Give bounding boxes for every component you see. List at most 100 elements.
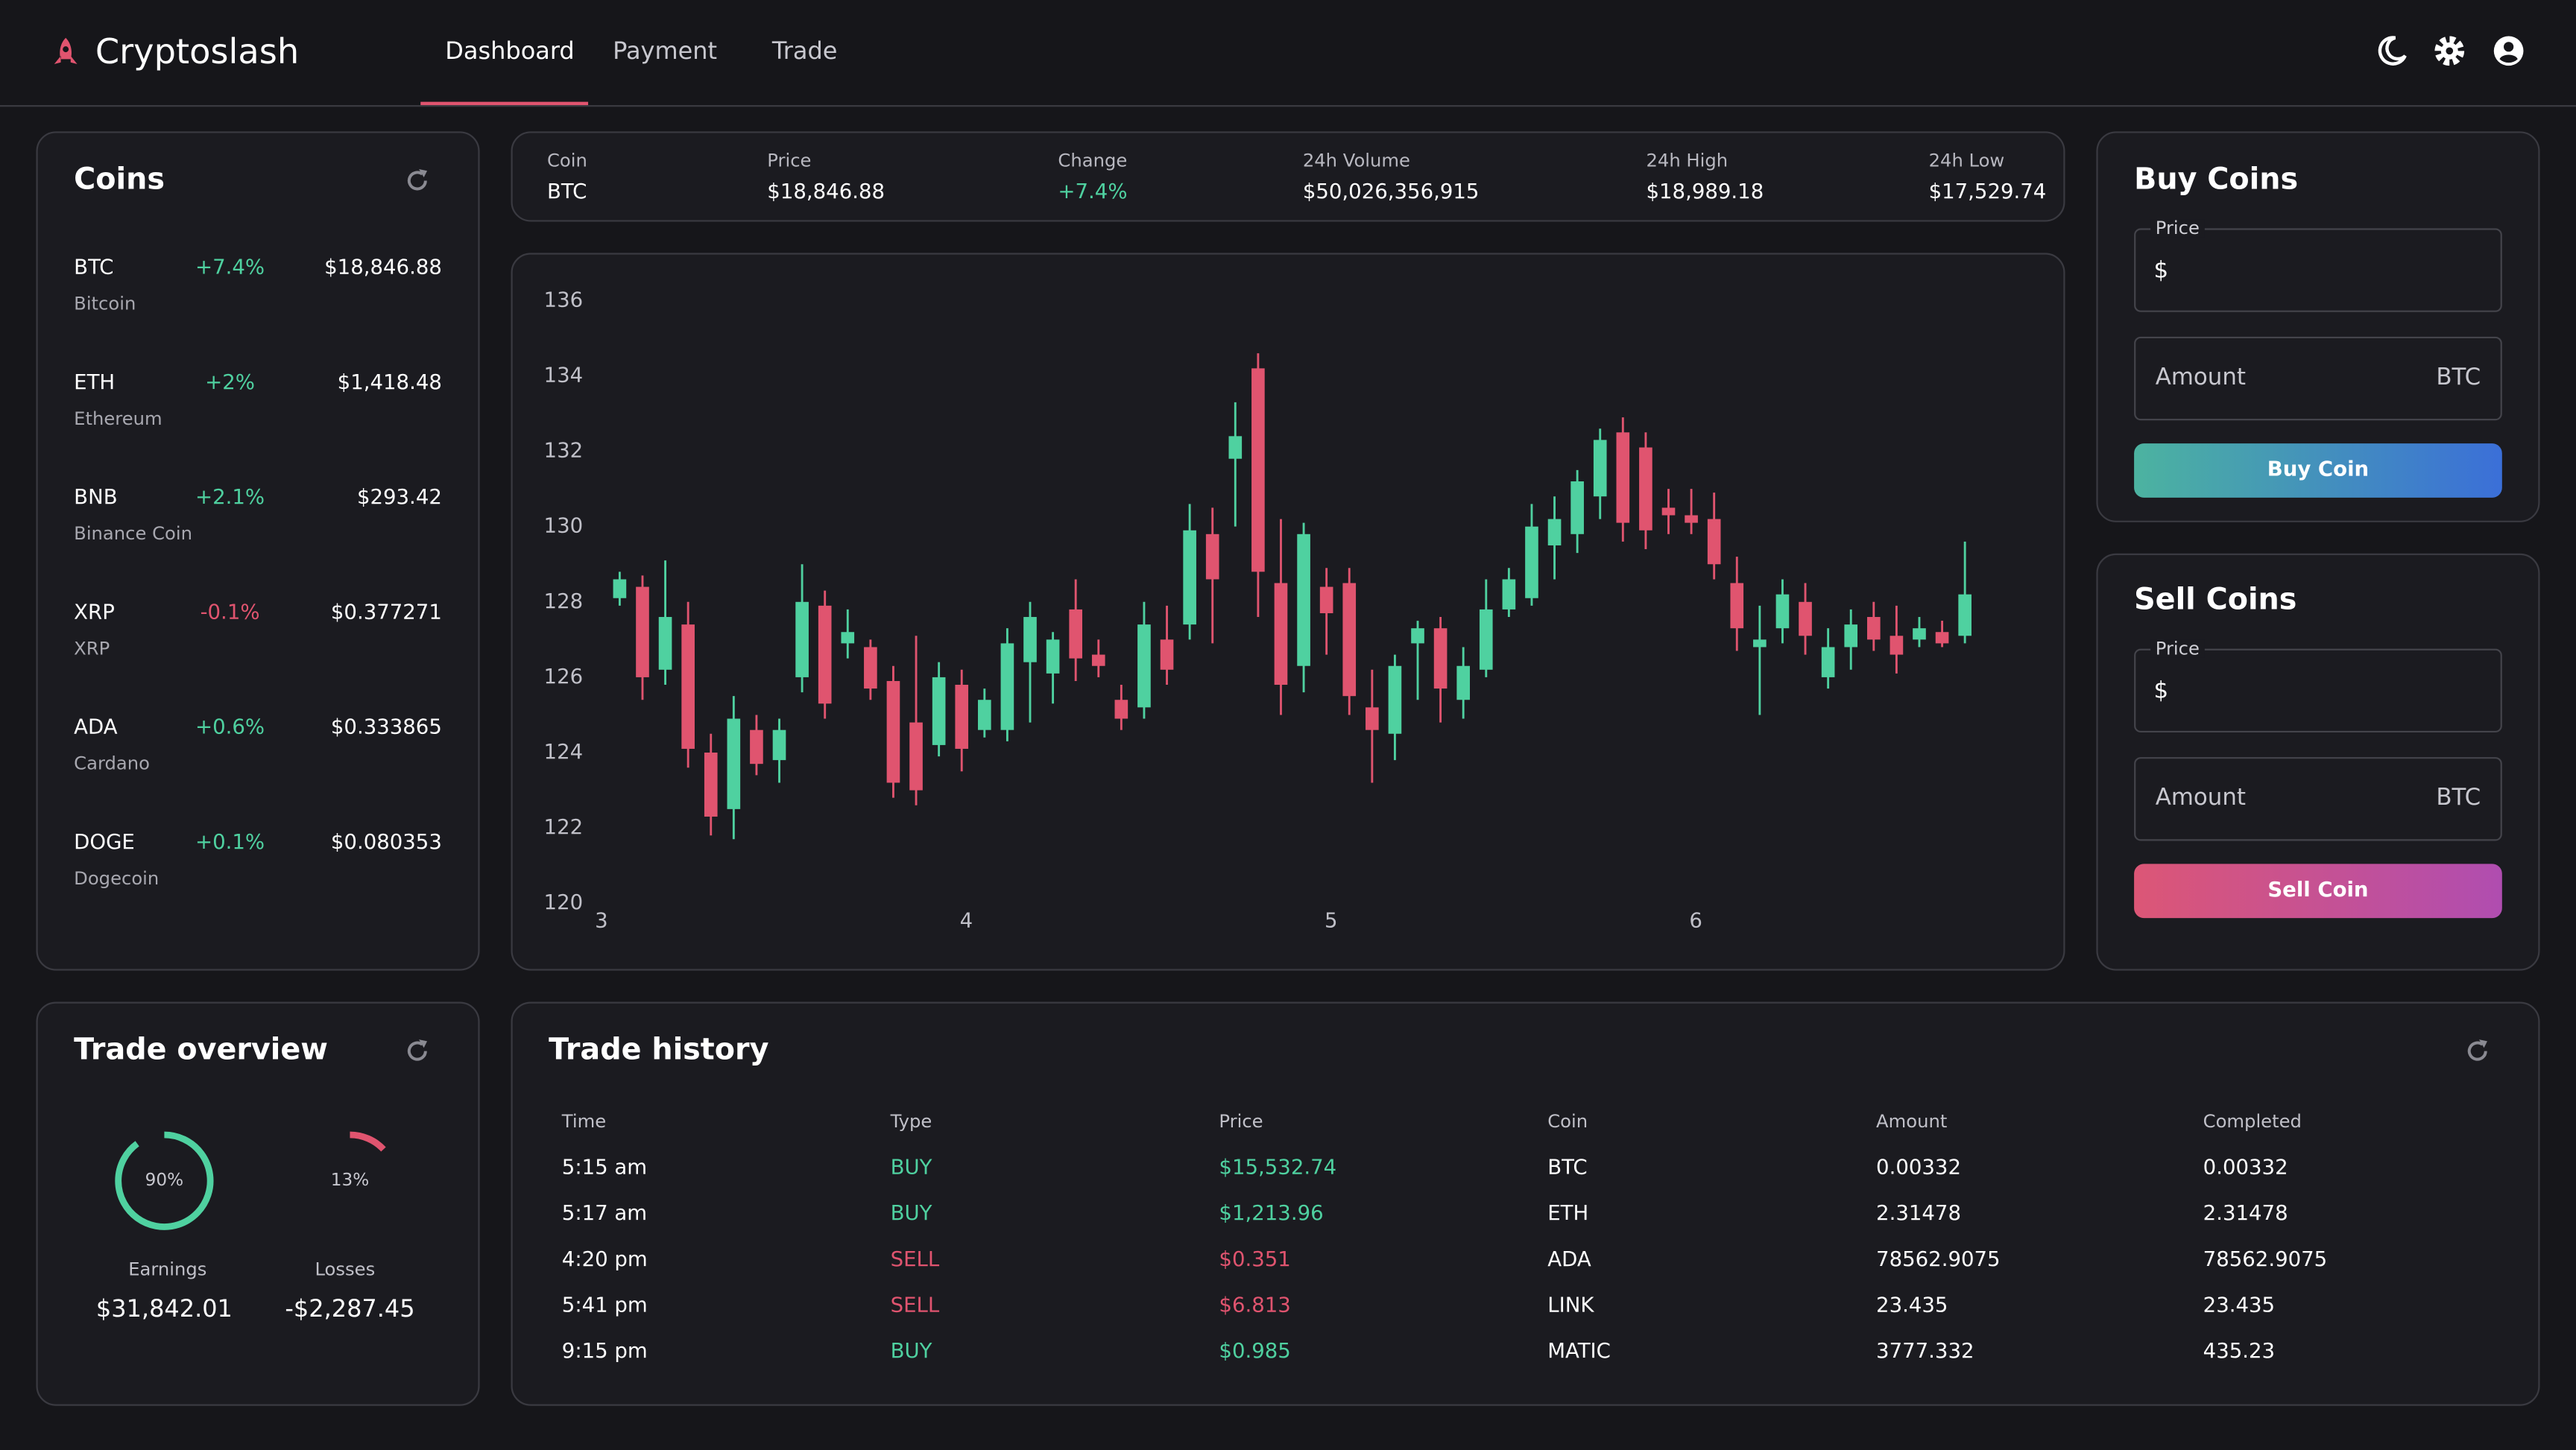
- overview-amount: $31,842.01: [95, 1297, 233, 1323]
- candle-body: [704, 753, 718, 817]
- header: [0, 0, 2576, 107]
- candle-body: [1388, 665, 1402, 734]
- candle-body: [1685, 515, 1698, 523]
- coin-change: +7.4%: [195, 254, 265, 279]
- table-cell: SELL: [890, 1292, 940, 1317]
- coin-change: +0.6%: [195, 714, 265, 739]
- candle-body: [978, 700, 991, 730]
- candle-body: [658, 617, 672, 670]
- candle-body: [1205, 534, 1219, 580]
- table-cell: $0.351: [1219, 1246, 1291, 1271]
- refresh-icon[interactable]: [402, 1036, 432, 1066]
- submit-button[interactable]: [2134, 443, 2502, 498]
- table-cell: 435.23: [2203, 1337, 2276, 1363]
- table-cell: BUY: [890, 1337, 932, 1363]
- button-label[interactable]: Buy Coin: [2267, 456, 2370, 481]
- theme-toggle[interactable]: [2375, 34, 2408, 67]
- overview-amount: -$2,287.45: [285, 1297, 415, 1323]
- coin-name: Dogecoin: [74, 867, 160, 890]
- table-cell: 5:41 pm: [561, 1292, 648, 1317]
- logo-icon: [54, 37, 78, 64]
- donut-label: 90%: [145, 1170, 184, 1191]
- settings-icon[interactable]: [2433, 34, 2466, 67]
- table-cell: MATIC: [1547, 1337, 1611, 1363]
- price-input[interactable]: [2134, 228, 2502, 312]
- overview-name: Losses: [315, 1259, 376, 1281]
- nav-link[interactable]: Trade: [771, 39, 838, 66]
- price-input[interactable]: [2134, 648, 2502, 733]
- column-header: Type: [890, 1111, 932, 1133]
- candle-body: [1342, 583, 1357, 697]
- y-tick-label: 122: [544, 815, 584, 839]
- candle-body: [1866, 617, 1881, 640]
- coin-price: $293.42: [356, 484, 442, 509]
- refresh-icon[interactable]: [2463, 1036, 2493, 1066]
- candle-body: [750, 729, 763, 764]
- candle-body: [1525, 526, 1538, 598]
- table-cell: 78562.9075: [2203, 1246, 2328, 1271]
- coin-price: $0.080353: [330, 829, 442, 854]
- candle-body: [613, 579, 627, 598]
- ticker-panel: [511, 131, 2065, 222]
- table-cell: $1,213.96: [1219, 1200, 1324, 1225]
- coin-change: +2.1%: [195, 484, 265, 509]
- candle-body: [841, 632, 855, 644]
- candle-body: [955, 685, 969, 749]
- overview-panel: [36, 1001, 480, 1406]
- candle-body: [1661, 507, 1676, 516]
- x-tick-label: 5: [1325, 908, 1338, 932]
- overview-donuts: [115, 1131, 386, 1230]
- table-cell: SELL: [890, 1246, 940, 1271]
- x-tick-label: 4: [960, 908, 973, 932]
- table-cell: 3777.332: [1876, 1337, 1974, 1363]
- y-tick-label: 124: [544, 740, 584, 764]
- table-cell: $15,532.74: [1219, 1153, 1337, 1179]
- coin-price: $0.333865: [330, 714, 442, 739]
- unit-suffix: BTC: [2436, 364, 2481, 391]
- column-header: Coin: [1547, 1111, 1588, 1133]
- candle-body: [772, 729, 786, 761]
- table-cell: 5:17 am: [561, 1200, 648, 1225]
- refresh-icon[interactable]: [402, 166, 432, 196]
- candle-body: [1069, 609, 1082, 659]
- nav-link[interactable]: Dashboard: [445, 39, 575, 66]
- panel-title: Sell Coins: [2134, 583, 2297, 618]
- candle-body: [1775, 594, 1790, 629]
- candle-body: [1753, 639, 1767, 648]
- ticker-label: Price: [767, 150, 812, 172]
- coin-symbol: BTC: [74, 254, 114, 279]
- candle-body: [886, 680, 900, 783]
- table-cell: 9:15 pm: [561, 1337, 648, 1363]
- nav-link[interactable]: Payment: [613, 39, 718, 66]
- table-cell: 5:15 am: [561, 1153, 648, 1179]
- ticker-value: BTC: [546, 178, 587, 203]
- amount-input[interactable]: [2134, 757, 2502, 841]
- donut-label: 13%: [330, 1170, 370, 1191]
- column-header: Amount: [1876, 1111, 1948, 1133]
- table-cell: 0.00332: [1876, 1153, 1962, 1179]
- ticker-label: Coin: [546, 150, 587, 172]
- candle-body: [1821, 647, 1835, 677]
- coin-symbol: ETH: [74, 369, 116, 394]
- column-header: Price: [1219, 1111, 1263, 1133]
- account-icon[interactable]: [2493, 34, 2525, 67]
- candle-body: [1958, 594, 1972, 636]
- candle-body: [864, 647, 877, 689]
- submit-button[interactable]: [2134, 864, 2502, 919]
- overview-name: Earnings: [128, 1259, 207, 1281]
- y-tick-label: 132: [544, 439, 584, 463]
- currency-prefix: $: [2153, 678, 2169, 705]
- table-cell: BTC: [1547, 1153, 1588, 1179]
- table-cell: 2.31478: [1876, 1200, 1962, 1225]
- y-tick-label: 126: [544, 665, 584, 688]
- field-placeholder: Amount: [2155, 785, 2247, 811]
- candle-body: [1799, 601, 1812, 636]
- candle-body: [1433, 628, 1448, 689]
- button-label[interactable]: Sell Coin: [2267, 876, 2369, 902]
- table-cell: 23.435: [2203, 1292, 2276, 1317]
- candle-body: [1183, 530, 1196, 625]
- candle-body: [1046, 639, 1060, 674]
- candle-body: [1456, 665, 1471, 700]
- amount-input[interactable]: [2134, 336, 2502, 421]
- candle-body: [818, 605, 832, 704]
